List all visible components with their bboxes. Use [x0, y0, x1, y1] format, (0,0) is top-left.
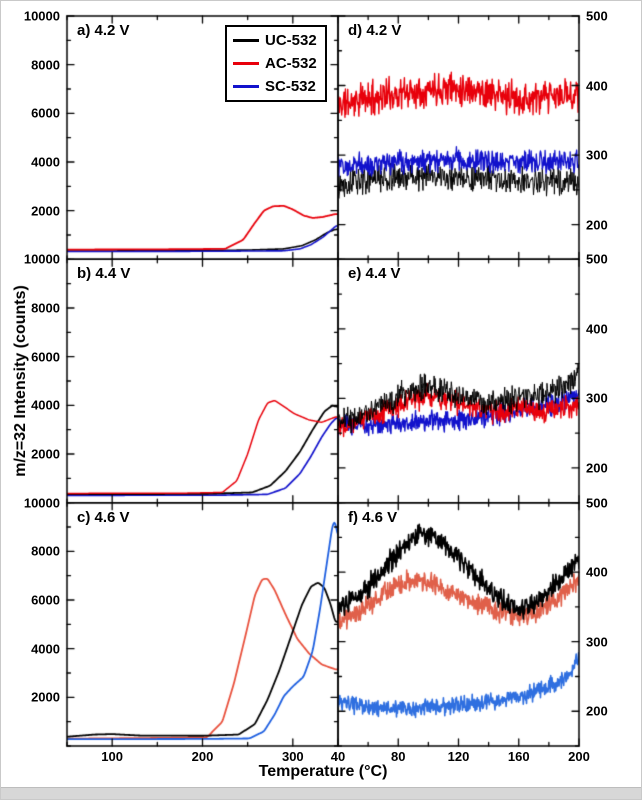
ytick-label: 2000 [31, 203, 60, 219]
ytick-label: 4000 [31, 641, 60, 657]
ytick-label: 6000 [31, 592, 60, 608]
ytick-label: 6000 [31, 105, 60, 121]
ytick-label: 400 [586, 321, 608, 337]
y-axis-label: m/z=32 Intensity (counts) [12, 285, 29, 477]
legend-item: UC-532 [233, 30, 317, 51]
ytick-label: 400 [586, 78, 608, 94]
ytick-label: 8000 [31, 543, 60, 559]
legend-line-swatch [233, 85, 259, 88]
xtick-label: 120 [447, 749, 470, 764]
xtick-label: 80 [391, 749, 406, 764]
legend-label: SC-532 [265, 78, 316, 95]
legend-line-swatch [233, 62, 259, 65]
ytick-label: 200 [586, 217, 608, 233]
panel-label-e: e) 4.4 V [348, 265, 401, 283]
panel-label-d: d) 4.2 V [348, 22, 402, 39]
xtick-label: 100 [101, 749, 124, 764]
xtick-label: 40 [330, 749, 346, 764]
ytick-label: 2000 [31, 446, 60, 462]
panel-label-f: f) 4.6 V [348, 508, 398, 526]
legend-label: AC-532 [265, 55, 317, 72]
scrollbar-track[interactable] [1, 787, 641, 799]
ytick-label: 300 [586, 390, 608, 406]
xtick-label: 160 [507, 749, 530, 764]
ytick-label: 4000 [31, 154, 60, 170]
ytick-label: 300 [586, 147, 608, 163]
xtick-label: 300 [281, 749, 304, 764]
ytick-label: 10000 [23, 251, 60, 267]
ytick-label: 200 [586, 703, 608, 719]
xtick-label: 200 [191, 749, 214, 764]
ytick-label: 10000 [23, 8, 60, 24]
ytick-label: 500 [586, 251, 608, 267]
ytick-label: 8000 [31, 57, 60, 73]
legend-line-swatch [233, 39, 259, 42]
legend-item: SC-532 [233, 76, 317, 97]
ytick-label: 300 [586, 634, 608, 650]
ytick-label: 200 [586, 460, 608, 476]
ytick-label: 400 [586, 564, 608, 580]
panel-label-c: c) 4.6 V [77, 508, 130, 526]
ytick-label: 4000 [31, 397, 60, 413]
ytick-label: 8000 [31, 300, 60, 316]
xtick-label: 200 [568, 749, 590, 764]
ytick-label: 2000 [31, 689, 60, 705]
panel-label-a: a) 4.2 V [77, 22, 130, 39]
legend: UC-532 AC-532 SC-532 [225, 25, 327, 102]
legend-label: UC-532 [265, 32, 317, 49]
panel-label-b: b) 4.4 V [77, 265, 131, 283]
ytick-label: 6000 [31, 349, 60, 365]
ytick-label: 10000 [23, 495, 60, 511]
legend-item: AC-532 [233, 53, 317, 74]
ytick-label: 500 [586, 495, 608, 511]
x-axis-label: Temperature (°C) [258, 763, 388, 780]
ytick-label: 500 [586, 8, 608, 24]
